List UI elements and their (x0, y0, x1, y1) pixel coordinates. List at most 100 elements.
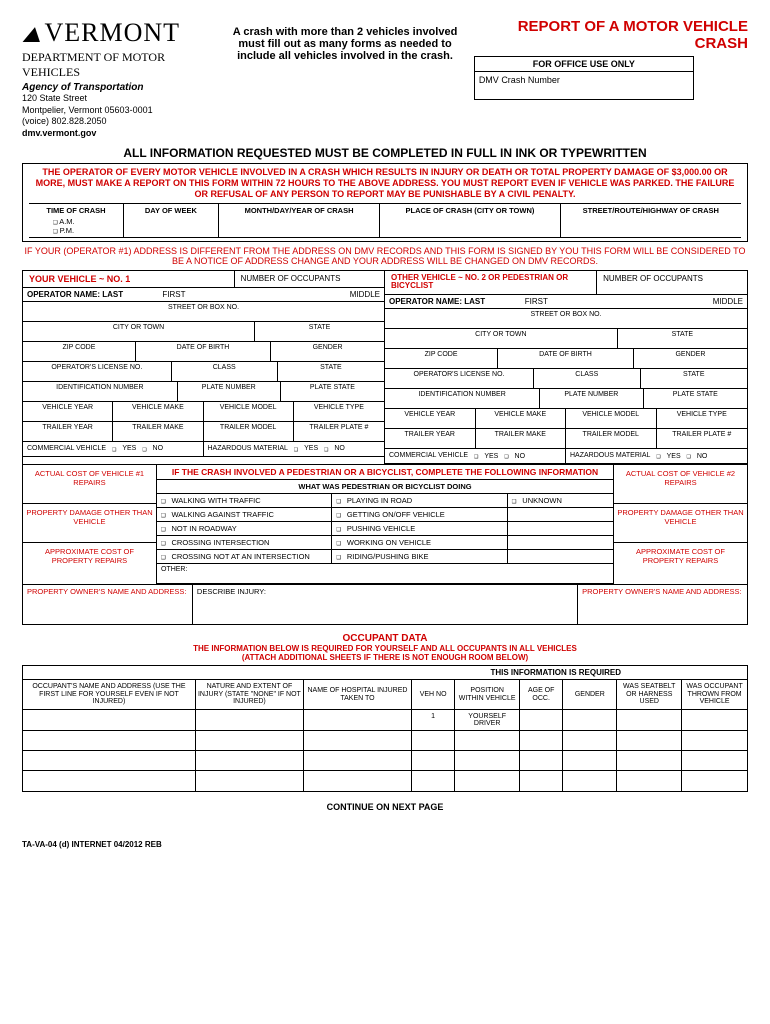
op2-class[interactable]: CLASS (534, 369, 640, 388)
op2-tmodel[interactable]: TRAILER MODEL (566, 429, 657, 448)
occ-header: OCCUPANT'S NAME AND ADDRESS (USE THE FIR… (23, 680, 196, 709)
op1-lic[interactable]: OPERATOR'S LICENSE NO. (23, 362, 172, 381)
op1-veh-row: VEHICLE YEAR VEHICLE MAKE VEHICLE MODEL … (23, 402, 384, 422)
op2-lic-row: OPERATOR'S LICENSE NO. CLASS STATE (385, 369, 747, 389)
ped-option (508, 536, 613, 550)
occ-row-2[interactable] (23, 731, 747, 751)
ped-option[interactable]: ❑ UNKNOWN (508, 494, 613, 508)
op1-tyear[interactable]: TRAILER YEAR (23, 422, 113, 441)
ped-option[interactable]: ❑ PUSHING VEHICLE (332, 522, 507, 536)
op1-gender[interactable]: GENDER (271, 342, 384, 361)
street-cell[interactable]: STREET/ROUTE/HIGHWAY OF CRASH (561, 204, 741, 237)
approx-cost-2[interactable]: APPROXIMATE COST OF PROPERTY REPAIRS (614, 543, 747, 581)
op2-comm[interactable]: COMMERCIAL VEHICLE ❑ YES ❑ NO (385, 449, 566, 463)
actual-cost-2[interactable]: ACTUAL COST OF VEHICLE #2 REPAIRS (614, 465, 747, 504)
logo-icon: ⛰ (22, 22, 40, 48)
approx-cost-1[interactable]: APPROXIMATE COST OF PROPERTY REPAIRS (23, 543, 156, 581)
ped-other[interactable]: OTHER: (157, 564, 613, 584)
op2-tyear[interactable]: TRAILER YEAR (385, 429, 476, 448)
veh1-occ[interactable]: NUMBER OF OCCUPANTS (234, 271, 384, 287)
occ-row-4[interactable] (23, 771, 747, 791)
op1-vtype[interactable]: VEHICLE TYPE (294, 402, 384, 421)
op1-comm[interactable]: COMMERCIAL VEHICLE ❑ YES ❑ NO (23, 442, 204, 456)
day-cell[interactable]: DAY OF WEEK (124, 204, 219, 237)
op2-city-row: CITY OR TOWN STATE (385, 329, 747, 349)
op2-dob[interactable]: DATE OF BIRTH (498, 349, 634, 368)
op2-tmake[interactable]: TRAILER MAKE (476, 429, 567, 448)
op2-plate[interactable]: PLATE NUMBER (540, 389, 643, 408)
op2-state[interactable]: STATE (618, 329, 747, 348)
op1-yn-row: COMMERCIAL VEHICLE ❑ YES ❑ NO HAZARDOUS … (23, 442, 384, 457)
op1-vmake[interactable]: VEHICLE MAKE (113, 402, 203, 421)
op2-pstate[interactable]: PLATE STATE (644, 389, 747, 408)
op1-dob[interactable]: DATE OF BIRTH (136, 342, 271, 361)
owner-1[interactable]: PROPERTY OWNER'S NAME AND ADDRESS: (23, 585, 192, 624)
ped-option (508, 508, 613, 522)
op2-first[interactable]: FIRST (521, 295, 634, 308)
op2-tplate[interactable]: TRAILER PLATE # (657, 429, 748, 448)
prop-damage-1[interactable]: PROPERTY DAMAGE OTHER THAN VEHICLE (23, 504, 156, 543)
op1-tplate[interactable]: TRAILER PLATE # (294, 422, 384, 441)
op2-lic[interactable]: OPERATOR'S LICENSE NO. (385, 369, 534, 388)
op1-vmodel[interactable]: VEHICLE MODEL (204, 402, 294, 421)
op1-zip[interactable]: ZIP CODE (23, 342, 136, 361)
tri-section: ACTUAL COST OF VEHICLE #1 REPAIRS PROPER… (22, 465, 748, 585)
occ-header: AGE OF OCC. (520, 680, 563, 709)
op1-street-row[interactable]: STREET OR BOX NO. (23, 302, 384, 322)
op1-licstate[interactable]: STATE (278, 362, 384, 381)
op2-vyear[interactable]: VEHICLE YEAR (385, 409, 476, 428)
op1-haz[interactable]: HAZARDOUS MATERIAL ❑ YES ❑ NO (204, 442, 385, 456)
ped-option[interactable]: ❑ RIDING/PUSHING BIKE (332, 550, 507, 564)
ped-option[interactable]: ❑ WALKING AGAINST TRAFFIC (157, 508, 332, 522)
occ-header: NATURE AND EXTENT OF INJURY (STATE "NONE… (196, 680, 304, 709)
addr1: 120 State Street (22, 93, 216, 105)
op1-plate[interactable]: PLATE NUMBER (178, 382, 281, 401)
ped-option[interactable]: ❑ PLAYING IN ROAD (332, 494, 507, 508)
ped-option[interactable]: ❑ CROSSING INTERSECTION (157, 536, 332, 550)
time-cell: TIME OF CRASH ❑ A.M. ❑ P.M. (29, 204, 124, 237)
op1-id[interactable]: IDENTIFICATION NUMBER (23, 382, 178, 401)
owner-2[interactable]: PROPERTY OWNER'S NAME AND ADDRESS: (578, 585, 747, 624)
op2-vtype[interactable]: VEHICLE TYPE (657, 409, 748, 428)
op2-vmodel[interactable]: VEHICLE MODEL (566, 409, 657, 428)
op2-id[interactable]: IDENTIFICATION NUMBER (385, 389, 540, 408)
op1-pstate[interactable]: PLATE STATE (281, 382, 384, 401)
office-label: FOR OFFICE USE ONLY (475, 57, 693, 72)
section-title: ALL INFORMATION REQUESTED MUST BE COMPLE… (22, 146, 748, 160)
op2-licstate[interactable]: STATE (641, 369, 747, 388)
op2-zip[interactable]: ZIP CODE (385, 349, 498, 368)
ped-option[interactable]: ❑ GETTING ON/OFF VEHICLE (332, 508, 507, 522)
op2-vmake[interactable]: VEHICLE MAKE (476, 409, 567, 428)
op1-last[interactable]: OPERATOR NAME: LAST (23, 288, 158, 301)
ped-option[interactable]: ❑ WORKING ON VEHICLE (332, 536, 507, 550)
ped-option[interactable]: ❑ CROSSING NOT AT AN INTERSECTION (157, 550, 332, 564)
op1-city[interactable]: CITY OR TOWN (23, 322, 255, 341)
ped-option[interactable]: ❑ NOT IN ROADWAY (157, 522, 332, 536)
am-option[interactable]: ❑ A.M. (53, 217, 119, 226)
op1-tmake[interactable]: TRAILER MAKE (113, 422, 203, 441)
op2-veh-row: VEHICLE YEAR VEHICLE MAKE VEHICLE MODEL … (385, 409, 747, 429)
op1-trailer-row: TRAILER YEAR TRAILER MAKE TRAILER MODEL … (23, 422, 384, 442)
occ-row-1[interactable]: 1 YOURSELF DRIVER (23, 710, 747, 731)
pm-option[interactable]: ❑ P.M. (53, 226, 119, 235)
place-cell[interactable]: PLACE OF CRASH (CITY OR TOWN) (380, 204, 560, 237)
prop-damage-2[interactable]: PROPERTY DAMAGE OTHER THAN VEHICLE (614, 504, 747, 543)
op2-haz[interactable]: HAZARDOUS MATERIAL ❑ YES ❑ NO (566, 449, 747, 463)
op1-first[interactable]: FIRST (158, 288, 271, 301)
op1-state[interactable]: STATE (255, 322, 384, 341)
op2-city[interactable]: CITY OR TOWN (385, 329, 618, 348)
veh2-occ[interactable]: NUMBER OF OCCUPANTS (596, 271, 747, 295)
op1-class[interactable]: CLASS (172, 362, 278, 381)
actual-cost-1[interactable]: ACTUAL COST OF VEHICLE #1 REPAIRS (23, 465, 156, 504)
op2-middle[interactable]: MIDDLE (634, 295, 747, 308)
op1-middle[interactable]: MIDDLE (271, 288, 384, 301)
op2-street-row[interactable]: STREET OR BOX NO. (385, 309, 747, 329)
ped-option[interactable]: ❑ WALKING WITH TRAFFIC (157, 494, 332, 508)
op2-last[interactable]: OPERATOR NAME: LAST (385, 295, 521, 308)
op1-tmodel[interactable]: TRAILER MODEL (204, 422, 294, 441)
describe-injury[interactable]: DESCRIBE INJURY: (192, 585, 578, 624)
op2-gender[interactable]: GENDER (634, 349, 747, 368)
date-cell[interactable]: MONTH/DAY/YEAR OF CRASH (219, 204, 380, 237)
op1-vyear[interactable]: VEHICLE YEAR (23, 402, 113, 421)
occ-row-3[interactable] (23, 751, 747, 771)
